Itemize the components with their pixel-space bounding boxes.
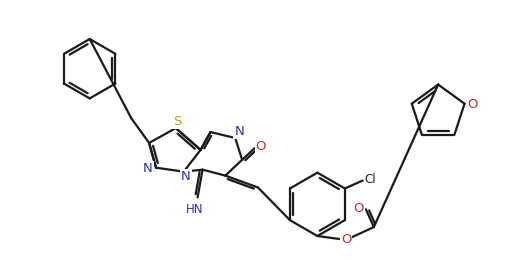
Text: Cl: Cl <box>365 173 376 186</box>
Text: HN: HN <box>186 203 204 216</box>
Text: N: N <box>234 124 244 137</box>
Text: S: S <box>173 115 181 128</box>
Text: O: O <box>467 98 478 111</box>
Text: N: N <box>181 170 191 183</box>
Text: N: N <box>143 162 153 175</box>
Text: O: O <box>255 140 266 153</box>
Text: O: O <box>354 202 364 215</box>
Text: O: O <box>341 233 352 246</box>
